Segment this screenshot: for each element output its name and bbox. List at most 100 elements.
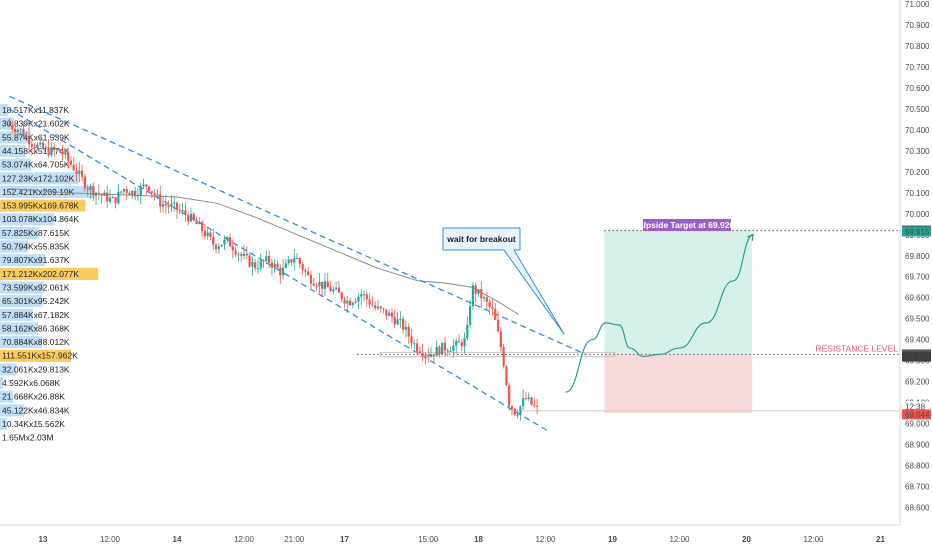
candle-body — [103, 192, 106, 196]
candle-body — [382, 308, 385, 310]
candle-body — [92, 186, 95, 196]
candle-body — [240, 254, 243, 256]
y-tick-label: 68.800 — [905, 462, 930, 471]
candle-body — [326, 281, 329, 288]
candle-body — [83, 176, 86, 189]
candle-body — [337, 287, 341, 293]
candle-body — [418, 351, 421, 354]
candle-body — [223, 239, 226, 245]
candle-body — [22, 128, 25, 137]
candle-body — [287, 259, 290, 264]
candle-body — [452, 345, 455, 352]
candle-body — [536, 405, 539, 407]
candle-body — [413, 343, 416, 345]
volume-profile-label: 32.061Kx29.813K — [2, 364, 70, 374]
candle-body — [167, 205, 170, 207]
candle-body — [94, 192, 98, 196]
y-tick-label: 70.600 — [905, 84, 930, 93]
y-tick-label: 70.700 — [905, 63, 930, 72]
x-tick-label: 12:00 — [803, 535, 824, 544]
x-tick-label: 18 — [474, 535, 483, 544]
candle-body — [153, 192, 156, 196]
candle-body — [175, 202, 179, 210]
price-axis: 71.000 70.900 70.800 70.700 70.600 70.500 70.4… — [899, 0, 932, 525]
candle-body — [485, 297, 488, 302]
y-tick-label: 70.400 — [905, 126, 930, 135]
volume-profile-bar — [0, 349, 71, 362]
price-label-text: 69.044 — [905, 410, 930, 419]
candle-body — [41, 142, 45, 149]
candle-body — [136, 195, 140, 197]
candle-body — [491, 307, 494, 309]
volume-profile-label: 127.23Kx172.102K — [2, 173, 75, 183]
y-tick-label: 70.000 — [905, 210, 930, 219]
candle-body — [376, 306, 380, 309]
candle-body — [78, 170, 81, 174]
y-tick-label: 69.600 — [905, 294, 930, 303]
volume-profile-bar — [0, 295, 43, 308]
candle-body — [309, 275, 313, 284]
candle-body — [424, 354, 427, 356]
candle-body — [268, 255, 271, 263]
x-tick-label: 13 — [39, 535, 48, 544]
candle-body — [315, 285, 318, 287]
candle-body — [402, 318, 405, 330]
y-tick-label: 68.700 — [905, 483, 930, 492]
y-tick-label: 70.300 — [905, 147, 930, 156]
candle-body — [379, 306, 382, 309]
candle-body — [332, 289, 335, 292]
candle-body — [254, 262, 257, 269]
candle-body — [519, 406, 522, 415]
candle-body — [11, 124, 14, 129]
volume-profile-bar — [0, 390, 13, 403]
candle-body — [385, 309, 388, 316]
candle-body — [513, 408, 516, 415]
candle-body — [429, 354, 433, 357]
candle-body — [181, 210, 184, 212]
x-tick-label: 14 — [173, 535, 182, 544]
volume-profile-label: 152.421Kx209.19K — [2, 187, 75, 197]
candle-body — [522, 398, 525, 407]
candle-body — [290, 259, 293, 263]
candle-body — [463, 338, 466, 347]
candle-body — [150, 191, 153, 193]
candle-body — [231, 246, 234, 251]
candle-body — [25, 135, 28, 137]
candle-body — [276, 263, 279, 268]
candle-body — [142, 184, 145, 187]
candle-body — [388, 312, 391, 316]
candle-body — [415, 343, 419, 352]
candle-body — [438, 346, 441, 355]
candle-body — [159, 194, 162, 207]
target-stop-zones — [604, 230, 752, 414]
projection-curve — [565, 234, 754, 393]
y-tick-label: 69.200 — [905, 378, 930, 387]
candle-body — [86, 188, 89, 190]
candle-body — [161, 204, 165, 207]
candle-body — [114, 197, 117, 204]
resistance-label: RESISTANCE LEVEL — [815, 343, 898, 353]
y-tick-label: 70.800 — [905, 42, 930, 51]
candle-body — [404, 326, 408, 330]
countdown-box — [902, 401, 931, 412]
candle-body — [421, 353, 424, 356]
time-axis: 13 12:00 14 12:00 21:00 17 15:00 18 12:00 19 12:00… — [0, 524, 900, 544]
candle-body — [100, 194, 103, 196]
candle-body — [214, 244, 218, 250]
candle-body — [371, 304, 374, 306]
candle-body — [527, 397, 530, 400]
candle-body — [265, 255, 268, 262]
candle-body — [407, 326, 410, 337]
candle-body — [488, 301, 491, 308]
candle-body — [220, 244, 223, 247]
target-zone — [604, 230, 752, 355]
volume-profile-bar — [0, 336, 42, 349]
candle-body — [360, 294, 363, 297]
candle-body — [284, 263, 287, 268]
candle-body — [298, 258, 301, 265]
y-tick-label: 70.100 — [905, 189, 930, 198]
volume-profile-bar — [0, 199, 86, 212]
candle-body — [212, 236, 215, 245]
callout-bubble — [442, 227, 565, 335]
